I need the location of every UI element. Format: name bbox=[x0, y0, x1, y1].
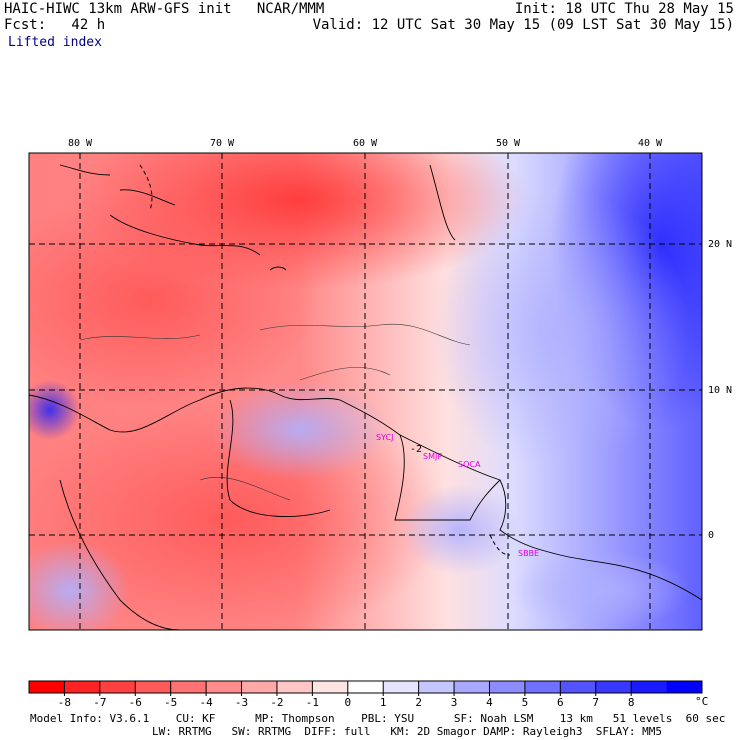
station-soca: SOCA bbox=[458, 460, 481, 469]
colorbar-tick-label: -8 bbox=[58, 696, 71, 709]
colorbar-tick-label: -5 bbox=[164, 696, 177, 709]
lon-label-80w: 80 W bbox=[68, 138, 93, 149]
colorbar-tick-label: 2 bbox=[415, 696, 422, 709]
colorbar-tick-label: -4 bbox=[199, 696, 213, 709]
colorbar-tick-label: 3 bbox=[451, 696, 458, 709]
lon-label-50w: 50 W bbox=[496, 138, 521, 149]
colorbar-swatch bbox=[347, 681, 384, 693]
colorbar-swatch bbox=[383, 681, 420, 693]
lon-label-60w: 60 W bbox=[353, 138, 378, 149]
colorbar-swatch bbox=[206, 681, 243, 693]
colorbar-frame bbox=[28, 680, 703, 694]
colorbar-swatch bbox=[418, 681, 455, 693]
coastlines bbox=[29, 164, 702, 630]
colorbar: -8 -7 -6 -5 -4 -3 -2 -1 0 1 2 3 4 5 6 7 8 bbox=[28, 680, 703, 709]
colorbar-tick-label: 6 bbox=[557, 696, 564, 709]
lon-label-70w: 70 W bbox=[210, 138, 235, 149]
lon-label-40w: 40 W bbox=[638, 138, 663, 149]
colorbar-tick-label: 8 bbox=[628, 696, 635, 709]
colorbar-tick-label: -2 bbox=[270, 696, 283, 709]
colorbar-swatch bbox=[312, 681, 349, 693]
colorbar-swatch bbox=[64, 681, 101, 693]
colorbar-tick-label: 0 bbox=[344, 696, 351, 709]
colorbar-tick-label: 5 bbox=[522, 696, 529, 709]
map-border bbox=[28, 152, 703, 631]
colorbar-swatch bbox=[29, 681, 65, 693]
forecast-hour: Fcst: 42 h bbox=[4, 17, 106, 33]
init-time: Init: 18 UTC Thu 28 May 15 bbox=[514, 1, 734, 17]
station-sbbe: SBBE bbox=[518, 549, 539, 558]
colorbar-swatch bbox=[241, 681, 278, 693]
colorbar-swatch bbox=[99, 681, 136, 693]
colorbar-swatch bbox=[135, 681, 172, 693]
lifted-index-field bbox=[29, 153, 702, 630]
contours bbox=[79, 323, 471, 501]
colorbar-swatch bbox=[666, 681, 703, 693]
station-smjp: SMJP bbox=[423, 452, 442, 461]
header-title: HAIC-HIWC 13km ARW-GFS init NCAR/MMM bbox=[4, 1, 325, 17]
colorbar-tick-label: 7 bbox=[592, 696, 599, 709]
colorbar-tick-label: -3 bbox=[235, 696, 248, 709]
station-sycj: SYCJ bbox=[376, 433, 393, 442]
colorbar-swatch bbox=[595, 681, 632, 693]
colorbar-swatch bbox=[170, 681, 207, 693]
field-name: Lifted index bbox=[8, 35, 102, 50]
model-info-line-2: LW: RRTMG SW: RRTMG DIFF: full KM: 2D Sm… bbox=[152, 725, 662, 738]
lat-label-10n: 10 N bbox=[708, 385, 732, 396]
colorbar-swatch bbox=[524, 681, 561, 693]
colorbar-unit: °C bbox=[695, 695, 708, 708]
lat-label-0: 0 bbox=[708, 530, 714, 541]
graticule bbox=[29, 153, 702, 630]
colorbar-swatch bbox=[560, 681, 597, 693]
valid-time: Valid: 12 UTC Sat 30 May 15 (09 LST Sat … bbox=[312, 17, 734, 33]
lat-label-20n: 20 N bbox=[708, 239, 732, 250]
colorbar-tick-label: 4 bbox=[486, 696, 493, 709]
colorbar-swatch bbox=[631, 681, 668, 693]
colorbar-tick-label: -6 bbox=[129, 696, 142, 709]
colorbar-tick-label: -7 bbox=[93, 696, 106, 709]
colorbar-swatch bbox=[276, 681, 313, 693]
contour-label: -2 bbox=[410, 444, 422, 455]
colorbar-swatch bbox=[489, 681, 526, 693]
colorbar-tick-label: 1 bbox=[380, 696, 387, 709]
land-borders bbox=[139, 164, 511, 556]
model-info-line-1: Model Info: V3.6.1 CU: KF MP: Thompson P… bbox=[30, 712, 726, 725]
colorbar-tick-label: -1 bbox=[306, 696, 319, 709]
colorbar-swatch bbox=[454, 681, 490, 693]
